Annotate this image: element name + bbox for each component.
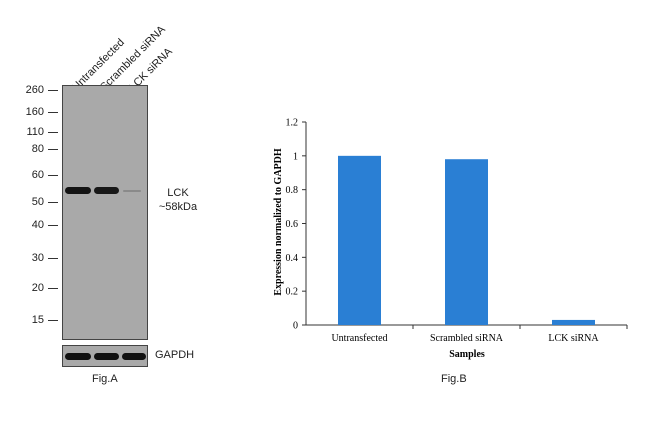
mw-marker-80: 80	[31, 143, 44, 155]
bar	[552, 319, 595, 325]
fig-a-caption: Fig.A	[92, 373, 118, 385]
mw-tick-60	[48, 175, 58, 176]
gapdh-band-scrambled	[94, 353, 119, 360]
mw-marker-30: 30	[31, 252, 44, 264]
mw-tick-260	[48, 90, 58, 91]
mw-tick-15	[48, 320, 58, 321]
y-tick-label: 1	[293, 151, 298, 162]
lck-band-lck-sirna	[123, 190, 141, 192]
gapdh-band-untransfected	[65, 353, 91, 360]
plot-labels: 0 0.2 0.4 0.6 0.8 1 1.2 Untransfected Scrambled …	[286, 118, 600, 345]
mw-tick-40	[48, 225, 58, 226]
x-tick-label: Untransfected	[331, 333, 387, 344]
mw-tick-160	[48, 112, 58, 113]
mw-tick-20	[48, 288, 58, 289]
blot-panel-lck	[62, 85, 148, 340]
target-protein-label: LCK	[167, 187, 189, 199]
x-axis-label: Samples	[449, 349, 485, 360]
mw-tick-110	[48, 132, 58, 133]
mw-marker-40: 40	[31, 219, 44, 231]
gapdh-band-lck-sirna	[122, 353, 146, 360]
x-tick-label: LCK siRNA	[548, 333, 599, 344]
x-tick-label: Scrambled siRNA	[430, 333, 504, 344]
mw-tick-30	[48, 258, 58, 259]
mw-marker-20: 20	[31, 282, 44, 294]
y-tick-label: 0.8	[286, 185, 299, 196]
mw-marker-260: 260	[25, 84, 44, 96]
mw-marker-50: 50	[31, 196, 44, 208]
y-tick-label: 0.2	[286, 287, 299, 298]
y-tick-label: 0.4	[286, 253, 299, 264]
mw-marker-60: 60	[31, 169, 44, 181]
lck-band-untransfected	[65, 187, 91, 194]
y-tick-label: 0.6	[286, 219, 299, 230]
lck-band-scrambled	[94, 187, 119, 194]
mw-marker-160: 160	[25, 106, 44, 118]
loading-control-label: GAPDH	[155, 349, 195, 361]
mw-marker-110: 110	[26, 126, 44, 138]
mw-tick-80	[48, 149, 58, 150]
mw-marker-15: 15	[31, 314, 44, 326]
bar	[338, 155, 381, 325]
y-tick-label: 0	[293, 321, 298, 332]
fig-b-caption: Fig.B	[441, 373, 467, 385]
y-axis-label: Expression normalized to GAPDH	[273, 148, 284, 296]
bar	[445, 159, 488, 325]
mw-tick-50	[48, 202, 58, 203]
y-tick-label: 1.2	[286, 118, 299, 129]
plot-bars	[338, 155, 595, 325]
blot-panel-gapdh	[62, 345, 148, 367]
target-size-label: ~58kDa	[158, 201, 198, 213]
